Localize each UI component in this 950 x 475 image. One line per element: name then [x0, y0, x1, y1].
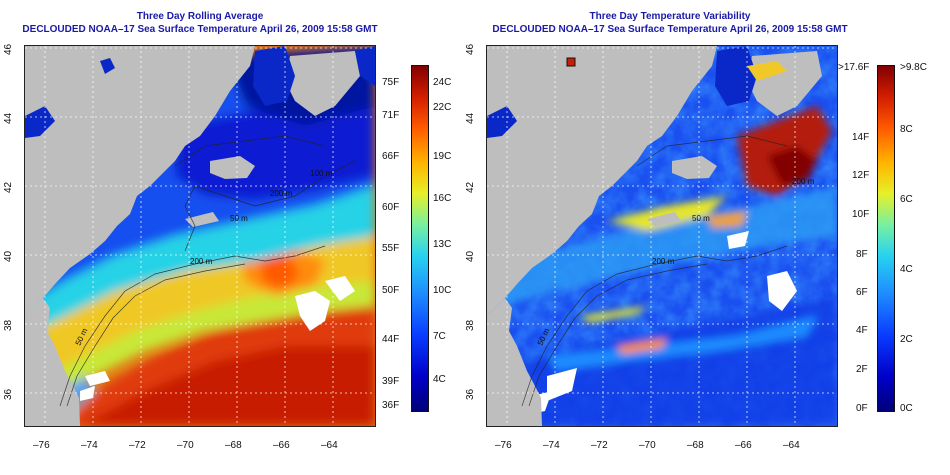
right-cbar-f-2: 2F — [856, 364, 868, 375]
right-cbar-f-6: 6F — [856, 287, 868, 298]
right-lat-tick-42: 42 — [465, 181, 476, 193]
right-lat-tick-40: 40 — [465, 250, 476, 262]
left-cbar-c-19: 19C — [433, 151, 452, 162]
right-lat-tick-46: 46 — [465, 43, 476, 55]
right-lat-tick-44: 44 — [465, 112, 476, 124]
left-lon-tick-74: –74 — [81, 440, 98, 451]
left-cbar-f-50: 50F — [382, 285, 400, 296]
right-lon-tick-70: –70 — [639, 440, 656, 451]
left-colorbar — [411, 65, 429, 412]
right-cbar-c-9.8: >9.8C — [900, 62, 927, 73]
right-cbar-f-12: 12F — [852, 170, 870, 181]
left-lon-tick-70: –70 — [177, 440, 194, 451]
right-cbar-c-4: 4C — [900, 264, 913, 275]
left-cbar-f-39: 39F — [382, 376, 400, 387]
right-colorbar — [877, 65, 895, 412]
left-cbar-c-10: 10C — [433, 285, 452, 296]
left-lon-tick-64: –64 — [321, 440, 338, 451]
left-sst-map-image: 200 m 200 m 50 m 50 m 100 m — [25, 46, 375, 426]
left-lat-tick-36: 36 — [3, 388, 14, 400]
right-cbar-f-0: 0F — [856, 403, 868, 414]
right-lat-tick-36: 36 — [465, 388, 476, 400]
left-sst-map: 200 m 200 m 50 m 50 m 100 m — [24, 45, 376, 427]
right-contour-label-4: 50 m — [692, 214, 710, 223]
left-cbar-c-24: 24C — [433, 77, 452, 88]
right-cbar-f-14: 14F — [852, 132, 870, 143]
right-title-line2: DECLOUDED NOAA–17 Sea Surface Temperatur… — [492, 24, 848, 35]
left-cbar-c-4: 4C — [433, 374, 446, 385]
right-cbar-f-10: 10F — [852, 209, 870, 220]
left-cbar-c-16: 16C — [433, 193, 452, 204]
right-cbar-f-8: 8F — [856, 249, 868, 260]
left-lon-tick-66: –66 — [273, 440, 290, 451]
right-lon-tick-68: –68 — [687, 440, 704, 451]
left-cbar-f-36: 36F — [382, 400, 400, 411]
left-cbar-f-75: 75F — [382, 77, 400, 88]
left-lon-tick-76: –76 — [33, 440, 50, 451]
left-cbar-f-66: 66F — [382, 151, 400, 162]
right-variability-map: 200 m 200 m 50 m 50 m — [486, 45, 838, 427]
left-contour-label-5: 100 m — [310, 169, 333, 178]
left-title-line2: DECLOUDED NOAA–17 Sea Surface Temperatur… — [22, 24, 378, 35]
left-contour-label-1: 200 m — [190, 257, 213, 266]
left-cbar-f-71: 71F — [382, 110, 400, 121]
right-lon-tick-64: –64 — [783, 440, 800, 451]
left-lat-tick-42: 42 — [3, 181, 14, 193]
right-contour-label-2: 200 m — [792, 177, 815, 186]
right-cbar-c-0: 0C — [900, 403, 913, 414]
left-cbar-f-44: 44F — [382, 334, 400, 345]
left-cbar-c-22: 22C — [433, 102, 452, 113]
left-contour-label-2: 200 m — [270, 189, 293, 198]
left-cbar-f-55: 55F — [382, 243, 400, 254]
right-cbar-f-17: >17.6F — [838, 62, 870, 73]
right-lon-tick-76: –76 — [495, 440, 512, 451]
right-cbar-c-6: 6C — [900, 194, 913, 205]
left-title-line1: Three Day Rolling Average — [136, 11, 264, 22]
left-cbar-c-13: 13C — [433, 239, 452, 250]
left-lon-tick-72: –72 — [129, 440, 146, 451]
right-lat-tick-38: 38 — [465, 319, 476, 331]
left-lat-tick-44: 44 — [3, 112, 14, 124]
right-lon-tick-72: –72 — [591, 440, 608, 451]
right-cbar-c-2: 2C — [900, 334, 913, 345]
right-variability-map-image: 200 m 200 m 50 m 50 m — [487, 46, 837, 426]
right-title-line1: Three Day Temperature Variability — [589, 11, 751, 22]
left-lat-tick-40: 40 — [3, 250, 14, 262]
right-cbar-f-4: 4F — [856, 325, 868, 336]
left-lat-tick-46: 46 — [3, 43, 14, 55]
left-cbar-f-60: 60F — [382, 202, 400, 213]
right-lon-tick-66: –66 — [735, 440, 752, 451]
left-cbar-c-7: 7C — [433, 331, 446, 342]
left-lon-tick-68: –68 — [225, 440, 242, 451]
left-contour-label-4: 50 m — [230, 214, 248, 223]
left-lat-tick-38: 38 — [3, 319, 14, 331]
right-cbar-c-8: 8C — [900, 124, 913, 135]
right-contour-label-1: 200 m — [652, 257, 675, 266]
right-lon-tick-74: –74 — [543, 440, 560, 451]
